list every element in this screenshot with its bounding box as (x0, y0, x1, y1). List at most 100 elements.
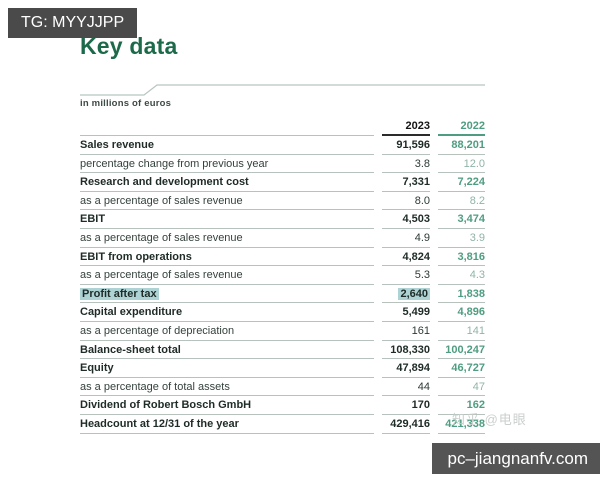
table-row: percentage change from previous year 3.8 1… (80, 155, 485, 174)
header-year-2022: 2022 (438, 120, 485, 136)
value-2023: 47,894 (382, 362, 430, 378)
row-label: as a percentage of sales revenue (80, 269, 374, 285)
table-row: Dividend of Robert Bosch GmbH 170 162 (80, 396, 485, 415)
table-row: Sales revenue 91,596 88,201 (80, 136, 485, 155)
value-2023: 108,330 (382, 344, 430, 360)
row-label-text: EBIT from operations (80, 250, 192, 263)
table-row: Balance-sheet total 108,330 100,247 (80, 341, 485, 360)
value-2023-text: 161 (411, 325, 430, 338)
row-label: Dividend of Robert Bosch GmbH (80, 399, 374, 415)
value-2023-text: 4.9 (414, 232, 430, 245)
value-2023: 4.9 (382, 232, 430, 248)
row-label: as a percentage of total assets (80, 381, 374, 397)
unit-note: in millions of euros (80, 98, 172, 109)
row-label: Equity (80, 362, 374, 378)
watermark-text: 知乎 @电眼 (452, 412, 527, 427)
table-row: Capital expenditure 5,499 4,896 (80, 303, 485, 322)
value-2022: 3.9 (438, 232, 485, 248)
value-2023-text: 44 (417, 380, 430, 393)
value-2023: 429,416 (382, 418, 430, 434)
row-label: percentage change from previous year (80, 158, 374, 174)
value-2022: 7,224 (438, 176, 485, 192)
table-row: Profit after tax 2,640 1,838 (80, 285, 485, 304)
value-2023-text: 5,499 (402, 306, 430, 319)
value-2023: 91,596 (382, 139, 430, 155)
value-2022: 12.0 (438, 158, 485, 174)
row-label-text: as a percentage of total assets (80, 380, 230, 393)
row-label-text: Dividend of Robert Bosch GmbH (80, 399, 252, 412)
row-label-text: Sales revenue (80, 139, 154, 152)
value-2023: 2,640 (382, 287, 430, 304)
row-label: as a percentage of sales revenue (80, 195, 374, 211)
value-2022: 4,896 (438, 306, 485, 322)
table-row: as a percentage of sales revenue 8.0 8.2 (80, 192, 485, 211)
row-label: as a percentage of sales revenue (80, 232, 374, 248)
value-2023: 3.8 (382, 158, 430, 174)
value-2023: 4,503 (382, 213, 430, 229)
value-2023: 44 (382, 381, 430, 397)
row-label-text: Equity (80, 362, 114, 375)
value-2023-text: 4,824 (402, 250, 430, 263)
value-2022: 47 (438, 381, 485, 397)
table-row: Research and development cost 7,331 7,224 (80, 173, 485, 192)
table-header-row: 2023 2022 (80, 117, 485, 136)
value-2023-text: 5.3 (414, 269, 430, 282)
table-row: EBIT 4,503 3,474 (80, 210, 485, 229)
watermark-badge-top-left: TG: MYYJJPP (8, 8, 138, 38)
value-2023: 7,331 (382, 176, 430, 192)
value-2023-text: 7,331 (402, 176, 430, 189)
row-label: Sales revenue (80, 139, 374, 155)
divider-rule (80, 84, 485, 96)
row-label-text: EBIT (80, 213, 106, 226)
row-label-text: as a percentage of sales revenue (80, 232, 243, 245)
value-2023: 4,824 (382, 251, 430, 267)
value-2023-text: 108,330 (390, 343, 430, 356)
report-page: Key data in millions of euros 2023 2022 … (80, 33, 485, 434)
table-row: EBIT from operations 4,824 3,816 (80, 248, 485, 267)
value-2023-text: 2,640 (398, 287, 430, 300)
row-label: Balance-sheet total (80, 344, 374, 360)
value-2022: 4.3 (438, 269, 485, 285)
row-label: EBIT (80, 213, 374, 229)
watermark-badge-bottom-right: pc–jiangnanfv.com (431, 443, 600, 474)
value-2023-text: 170 (411, 399, 430, 412)
value-2023: 5.3 (382, 269, 430, 285)
row-label: Profit after tax (80, 287, 374, 304)
value-2023: 5,499 (382, 306, 430, 322)
value-2023-text: 429,416 (390, 418, 430, 430)
header-year-2023: 2023 (382, 120, 430, 136)
value-2023: 8.0 (382, 195, 430, 211)
row-label-text: Profit after tax (80, 287, 159, 300)
row-label-text: percentage change from previous year (80, 157, 269, 170)
table-row: Headcount at 12/31 of the year 429,416 421… (80, 415, 485, 434)
value-2023-text: 91,596 (396, 139, 430, 152)
table-body: Sales revenue 91,596 88,201 percentage chan… (80, 136, 485, 434)
value-2023-text: 47,894 (396, 362, 430, 375)
value-2022: 8.2 (438, 195, 485, 211)
row-label: EBIT from operations (80, 251, 374, 267)
table-row: as a percentage of depreciation 161 141 (80, 322, 485, 341)
row-label-text: as a percentage of sales revenue (80, 194, 243, 207)
value-2022: 3,474 (438, 213, 485, 229)
value-2022: 3,816 (438, 251, 485, 267)
value-2022: 162 (438, 399, 485, 415)
value-2022: 100,247 (438, 344, 485, 360)
row-label: Headcount at 12/31 of the year (80, 418, 374, 434)
table-row: Equity 47,894 46,727 (80, 359, 485, 378)
table-row: as a percentage of sales revenue 4.9 3.9 (80, 229, 485, 248)
table-row: as a percentage of total assets 44 47 (80, 378, 485, 397)
row-label: Capital expenditure (80, 306, 374, 322)
value-2022: 421,338 (438, 418, 485, 434)
row-label-text: Research and development cost (80, 176, 249, 189)
value-2023: 170 (382, 399, 430, 415)
value-2023-text: 8.0 (414, 194, 430, 207)
value-2022: 141 (438, 325, 485, 341)
row-label-text: Balance-sheet total (80, 343, 181, 356)
value-2022: 46,727 (438, 362, 485, 378)
value-2022: 1,838 (438, 288, 485, 304)
key-data-table: 2023 2022 Sales revenue 91,596 88,201 perce… (80, 117, 485, 434)
row-label-text: as a percentage of depreciation (80, 325, 235, 338)
row-label: as a percentage of depreciation (80, 325, 374, 341)
value-2022: 88,201 (438, 139, 485, 155)
